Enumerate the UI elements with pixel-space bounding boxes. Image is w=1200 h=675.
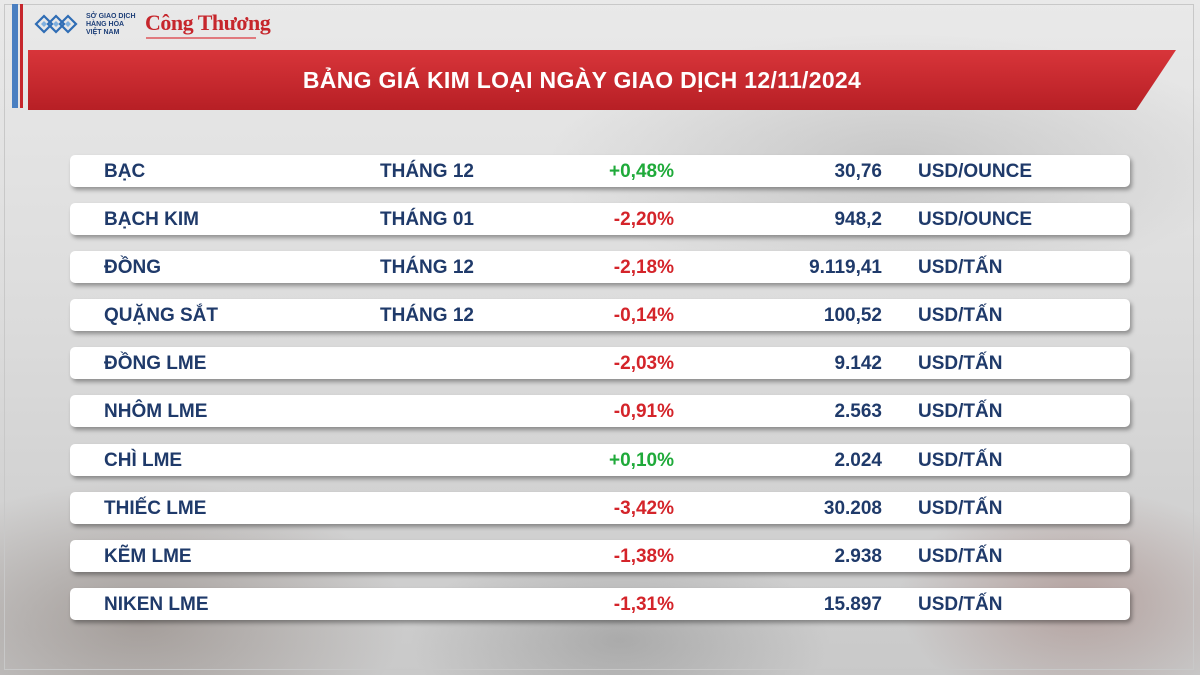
price-change: -2,03% bbox=[613, 353, 674, 374]
metal-name: NHÔM LME bbox=[104, 401, 208, 422]
logo-org-line: SỞ GIAO DỊCH bbox=[86, 13, 136, 20]
table-row: BẠC THÁNG 12 +0,48% 30,76 USD/OUNCE bbox=[70, 155, 1130, 187]
table-row: KẼM LME -1,38% 2.938 USD/TẤN bbox=[70, 540, 1130, 572]
price-change: -1,38% bbox=[613, 546, 674, 567]
price-unit: USD/TẤN bbox=[918, 353, 1003, 374]
table-row: NHÔM LME -0,91% 2.563 USD/TẤN bbox=[70, 395, 1130, 427]
exchange-logo-icon bbox=[34, 14, 78, 34]
table-row: ĐỒNG THÁNG 12 -2,18% 9.119,41 USD/TẤN bbox=[70, 251, 1130, 283]
price-change: -2,20% bbox=[613, 209, 674, 230]
contract-month: THÁNG 01 bbox=[380, 209, 474, 230]
table-row: THIẾC LME -3,42% 30.208 USD/TẤN bbox=[70, 492, 1130, 524]
price-value: 9.119,41 bbox=[809, 257, 882, 278]
price-change: -1,31% bbox=[613, 594, 674, 615]
price-unit: USD/TẤN bbox=[918, 305, 1003, 326]
metal-name: BẠCH KIM bbox=[104, 209, 199, 230]
contract-month: THÁNG 12 bbox=[380, 161, 474, 182]
price-unit: USD/TẤN bbox=[918, 450, 1003, 471]
metal-name: QUẶNG SẮT bbox=[104, 305, 218, 326]
table-row: ĐỒNG LME -2,03% 9.142 USD/TẤN bbox=[70, 347, 1130, 379]
table-row: NIKEN LME -1,31% 15.897 USD/TẤN bbox=[70, 588, 1130, 620]
metal-name: CHÌ LME bbox=[104, 450, 183, 471]
price-change: -0,14% bbox=[613, 305, 674, 326]
price-unit: USD/OUNCE bbox=[918, 161, 1033, 182]
table-row: BẠCH KIM THÁNG 01 -2,20% 948,2 USD/OUNCE bbox=[70, 203, 1130, 235]
accent-bar-red bbox=[20, 4, 23, 108]
logo-org-line: HÀNG HÓA bbox=[86, 21, 125, 28]
logo-org-line: VIỆT NAM bbox=[86, 29, 120, 36]
price-value: 30.208 bbox=[823, 498, 882, 519]
metal-name: ĐỒNG bbox=[104, 257, 161, 278]
price-unit: USD/OUNCE bbox=[918, 209, 1033, 230]
metal-name: ĐỒNG LME bbox=[104, 353, 207, 374]
price-change: -3,42% bbox=[613, 498, 674, 519]
price-value: 2.024 bbox=[834, 450, 882, 471]
title-banner: BẢNG GIÁ KIM LOẠI NGÀY GIAO DỊCH 12/11/2… bbox=[28, 50, 1176, 110]
price-value: 30,76 bbox=[834, 161, 882, 182]
price-unit: USD/TẤN bbox=[918, 546, 1003, 567]
price-value: 2.938 bbox=[834, 546, 882, 567]
accent-bar-blue bbox=[12, 4, 18, 108]
contract-month: THÁNG 12 bbox=[380, 257, 474, 278]
price-unit: USD/TẤN bbox=[918, 498, 1003, 519]
contract-month: THÁNG 12 bbox=[380, 305, 474, 326]
price-change: -0,91% bbox=[613, 401, 674, 422]
price-value: 15.897 bbox=[823, 594, 882, 615]
title-banner-shape bbox=[28, 50, 1176, 110]
table-row: CHÌ LME +0,10% 2.024 USD/TẤN bbox=[70, 444, 1130, 476]
table-row: QUẶNG SẮT THÁNG 12 -0,14% 100,52 USD/TẤN bbox=[70, 299, 1130, 331]
metal-name: KẼM LME bbox=[104, 546, 192, 567]
price-value: 948,2 bbox=[834, 209, 882, 230]
metal-name: THIẾC LME bbox=[104, 498, 207, 519]
price-value: 9.142 bbox=[834, 353, 882, 374]
brand-logo-text: Công Thương bbox=[145, 10, 271, 35]
brand-logo-underline bbox=[146, 37, 256, 39]
slide-frame bbox=[4, 4, 1194, 670]
price-change: -2,18% bbox=[613, 257, 674, 278]
metal-name: NIKEN LME bbox=[104, 594, 209, 615]
price-unit: USD/TẤN bbox=[918, 257, 1003, 278]
price-value: 100,52 bbox=[823, 305, 882, 326]
page-title: BẢNG GIÁ KIM LOẠI NGÀY GIAO DỊCH 12/11/2… bbox=[302, 66, 862, 93]
price-unit: USD/TẤN bbox=[918, 401, 1003, 422]
metal-name: BẠC bbox=[104, 161, 146, 182]
price-change: +0,10% bbox=[609, 450, 674, 471]
exchange-logo-text: SỞ GIAO DỊCH HÀNG HÓA VIỆT NAM bbox=[86, 13, 146, 37]
price-change: +0,48% bbox=[609, 161, 674, 182]
price-unit: USD/TẤN bbox=[918, 594, 1003, 615]
price-value: 2.563 bbox=[834, 401, 882, 422]
